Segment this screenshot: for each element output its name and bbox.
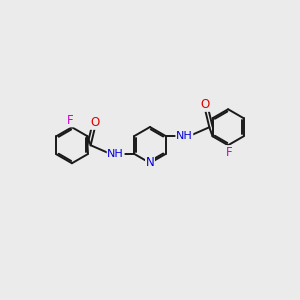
Text: F: F [67, 114, 74, 127]
Text: NH: NH [107, 149, 124, 159]
Text: NH: NH [176, 131, 193, 141]
Text: F: F [226, 146, 233, 159]
Text: N: N [146, 157, 154, 169]
Text: O: O [200, 98, 210, 111]
Text: O: O [90, 116, 100, 129]
